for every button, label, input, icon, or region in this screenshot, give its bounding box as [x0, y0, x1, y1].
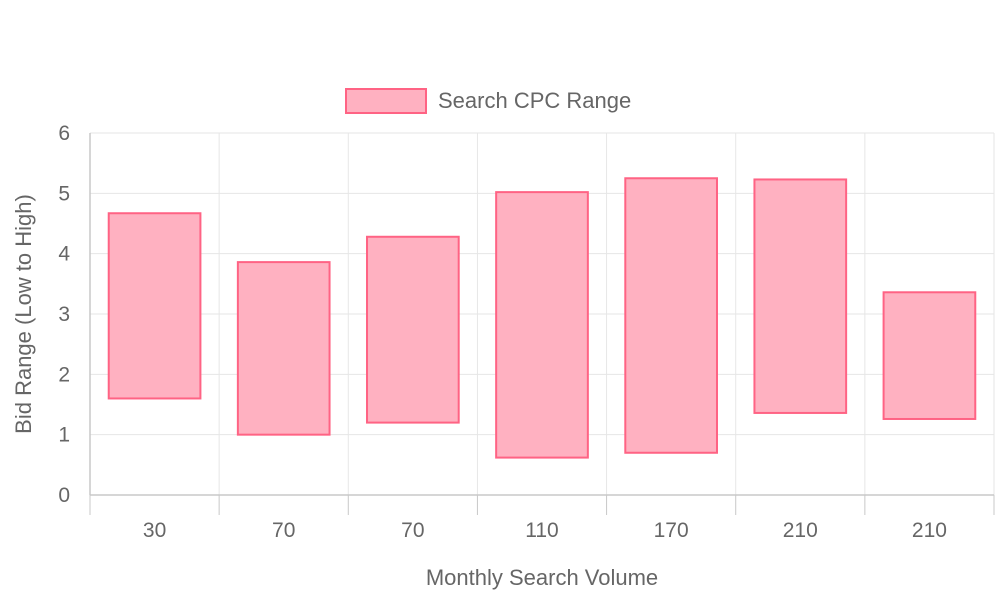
x-tick-label: 210 — [783, 519, 818, 542]
range-bar[interactable] — [495, 191, 589, 459]
x-tick-label: 70 — [272, 519, 295, 542]
x-tick-label: 210 — [912, 519, 947, 542]
bars — [107, 177, 977, 459]
y-tick-label: 5 — [58, 182, 70, 205]
y-tick-label: 1 — [58, 424, 70, 447]
y-tick-label: 6 — [58, 122, 70, 145]
x-tick-label: 70 — [401, 519, 424, 542]
legend-label[interactable]: Search CPC Range — [438, 88, 631, 113]
range-bar[interactable] — [107, 212, 202, 400]
range-bar[interactable] — [236, 261, 331, 436]
range-bar[interactable] — [366, 235, 460, 424]
y-tick-label: 3 — [58, 303, 70, 326]
y-tick-label: 0 — [58, 484, 70, 507]
range-bar[interactable] — [624, 177, 718, 454]
x-axis-title: Monthly Search Volume — [426, 565, 658, 590]
x-tick-label: 170 — [654, 519, 689, 542]
legend-swatch[interactable] — [345, 88, 427, 114]
legend[interactable]: Search CPC Range — [345, 88, 631, 114]
range-bar[interactable] — [882, 291, 977, 420]
y-axis-title: Bid Range (Low to High) — [11, 194, 36, 434]
x-tick-label: 30 — [143, 519, 166, 542]
range-bar[interactable] — [753, 178, 848, 414]
x-tick-label: 110 — [525, 519, 558, 542]
axes: 0 1 2 3 4 5 6 30 70 70 110 170 210 210 — [58, 122, 995, 542]
y-tick-label: 2 — [58, 363, 70, 386]
y-tick-label: 4 — [58, 243, 70, 266]
